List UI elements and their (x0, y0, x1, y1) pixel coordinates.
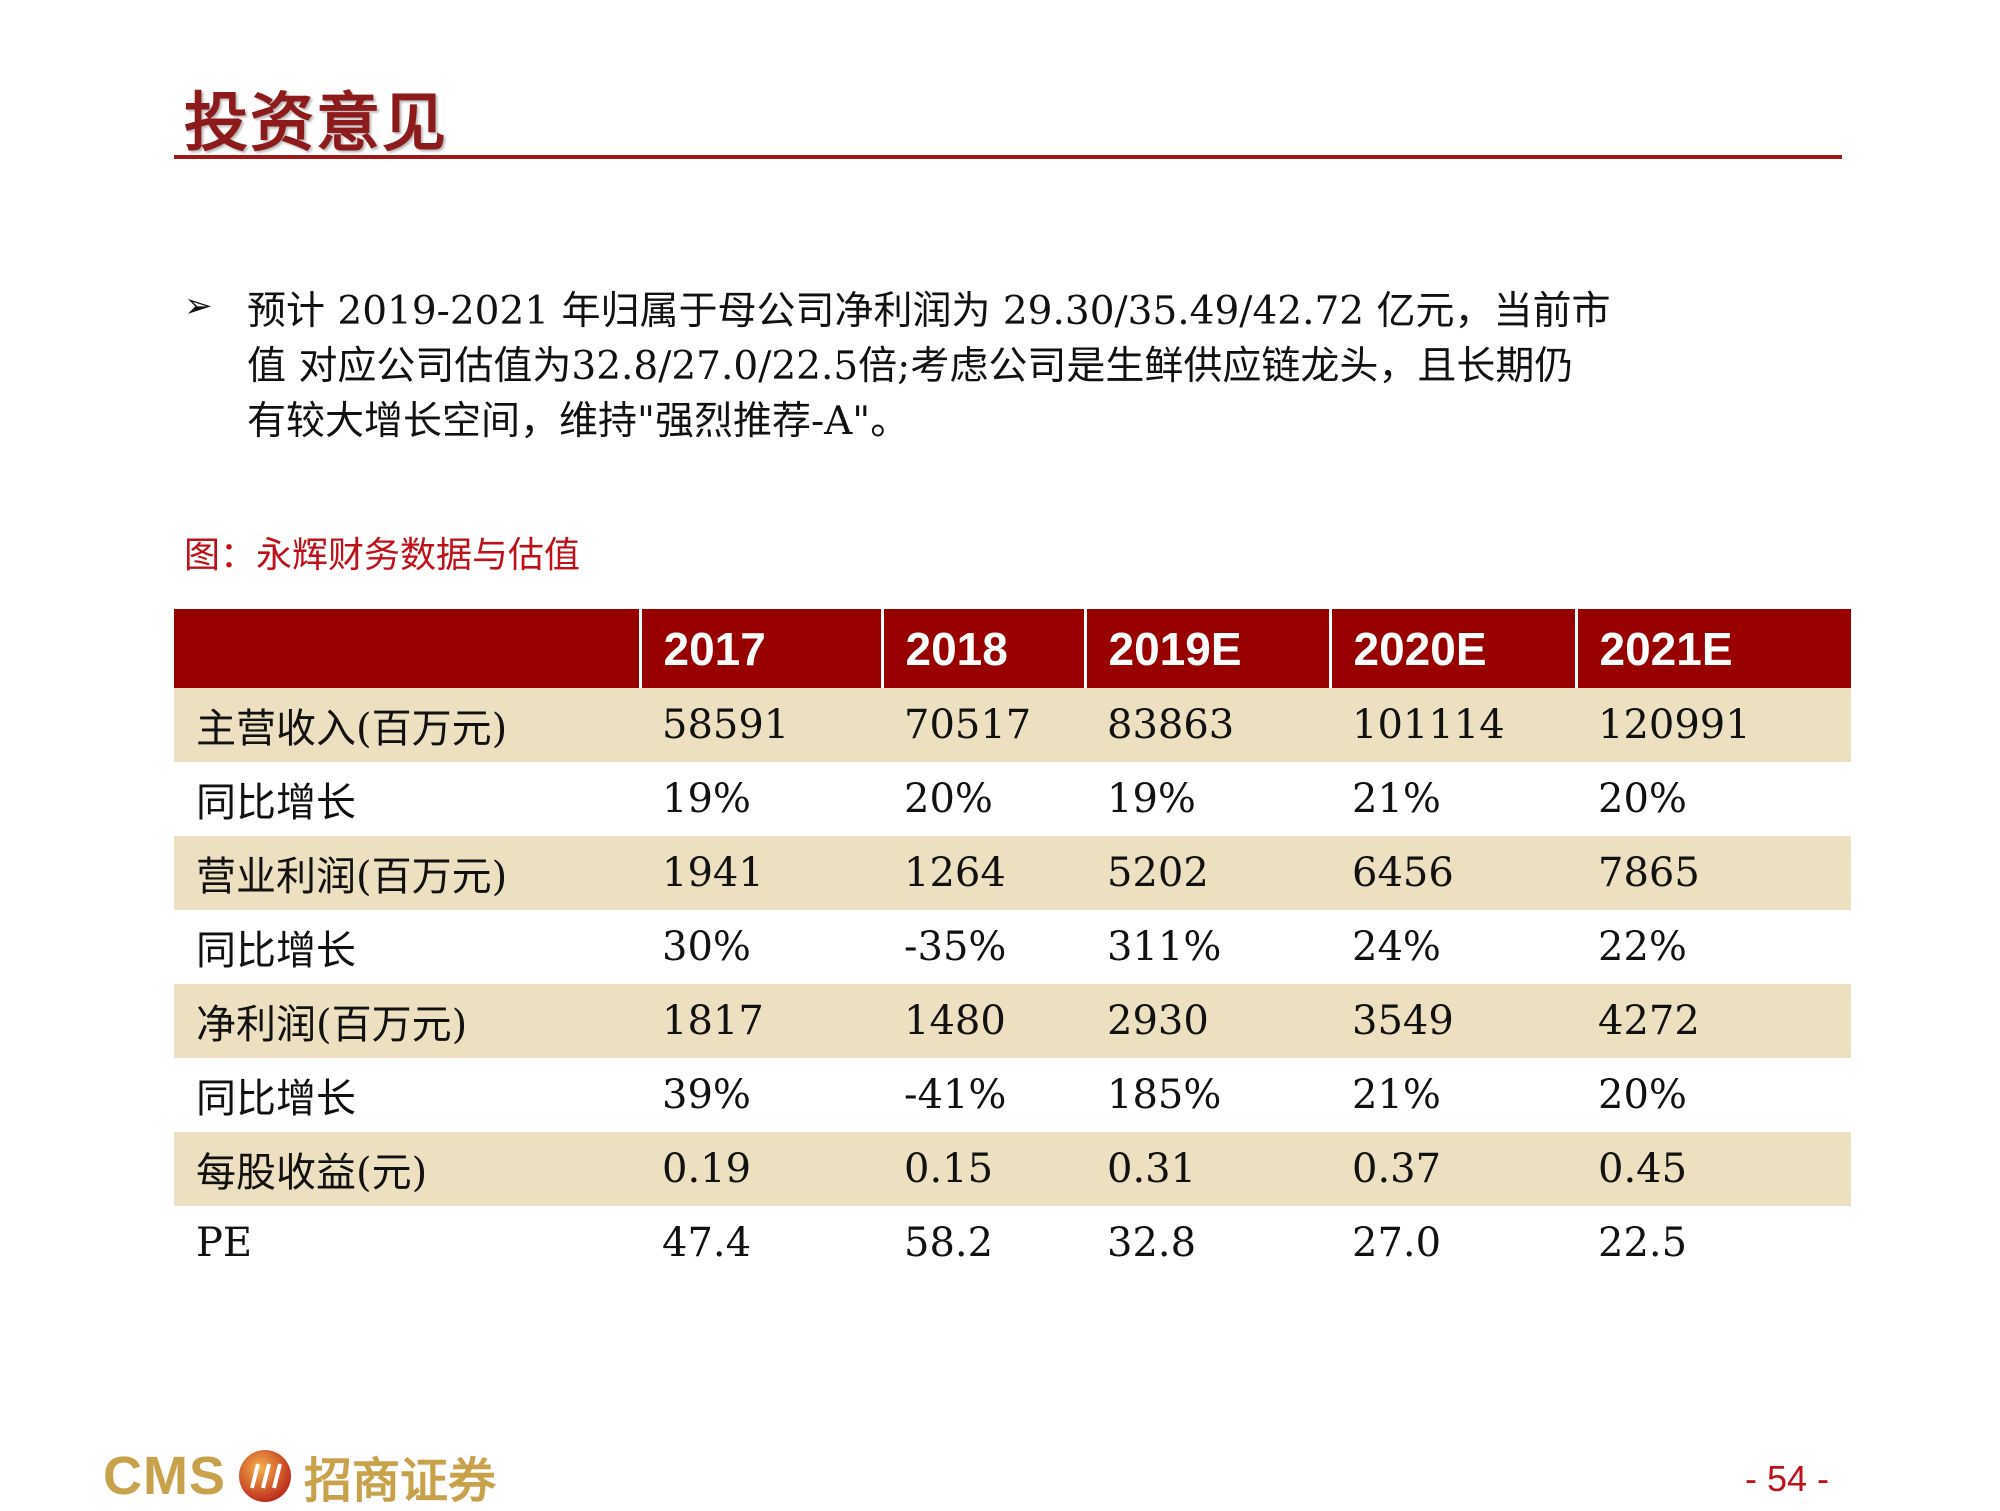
table-cell: 30% (662, 924, 751, 970)
table-cell: 20% (904, 776, 993, 822)
column-header: 2020E (1328, 609, 1576, 688)
row-label: PE (196, 1220, 253, 1266)
table-cell: 0.15 (882, 1132, 1085, 1206)
row-label: 主营收入(百万元) (174, 688, 640, 762)
table-row: 营业利润(百万元) 1941 1264 5202 6456 7865 (174, 836, 1851, 910)
table-cell: 22% (1598, 924, 1687, 970)
table-cell: 21% (1352, 1072, 1441, 1118)
table-cell: -41% (904, 1072, 1007, 1118)
table-cell: -35% (904, 924, 1007, 970)
table-cell: 1480 (882, 984, 1085, 1058)
table-cell: 0.31 (1085, 1132, 1330, 1206)
column-header: 2019E (1083, 609, 1330, 688)
table-cell: 58.2 (904, 1220, 994, 1266)
row-label: 同比增长 (196, 928, 356, 974)
page-number: - 54 - (1745, 1458, 1830, 1499)
table-cell: 1941 (640, 836, 882, 910)
row-label: 同比增长 (196, 780, 356, 826)
table-cell: 120991 (1576, 688, 1851, 762)
table-cell: 20% (1598, 1072, 1687, 1118)
table-cell: 58591 (640, 688, 882, 762)
bullet-text: 预计 2019-2021 年归属于母公司净利润为 29.30/35.49/42.… (247, 284, 1611, 449)
bullet-line: 有较大增长空间，维持"强烈推荐-A"。 (247, 399, 910, 444)
row-label: 每股收益(元) (174, 1132, 640, 1206)
slide-title: 投资意见 (184, 87, 448, 161)
table-cell: 22.5 (1598, 1220, 1688, 1266)
column-header: 2017 (638, 609, 882, 688)
row-label: 营业利润(百万元) (174, 836, 640, 910)
table-row: PE 47.4 58.2 32.8 27.0 22.5 (174, 1206, 1851, 1280)
financial-table: 2017 2018 2019E 2020E 2021E 主营收入(百万元) 58591 70… (174, 609, 1851, 1280)
table-cell: 185% (1107, 1072, 1222, 1118)
logo-cn: 招商证券 (304, 1453, 497, 1509)
table-cell: 39% (662, 1072, 751, 1118)
table-cell: 19% (662, 776, 751, 822)
table-cell: 101114 (1330, 688, 1576, 762)
table-cell: 7865 (1576, 836, 1851, 910)
table-cell: 20% (1598, 776, 1687, 822)
table-cell: 5202 (1085, 836, 1330, 910)
table-cell: 1817 (640, 984, 882, 1058)
table-cell: 21% (1352, 776, 1441, 822)
table-row: 同比增长 39% -41% 185% 21% 20% (174, 1058, 1851, 1132)
table-cell: 47.4 (662, 1220, 752, 1266)
table-cell: 32.8 (1107, 1220, 1197, 1266)
table-cell: 0.19 (640, 1132, 882, 1206)
table-row: 同比增长 30% -35% 311% 24% 22% (174, 910, 1851, 984)
table-cell: 3549 (1330, 984, 1576, 1058)
header-corner (174, 609, 640, 688)
table-cell: 24% (1352, 924, 1441, 970)
bullet-line: 值 对应公司估值为32.8/27.0/22.5倍;考虑公司是生鲜供应链龙头，且长… (247, 344, 1574, 389)
logo-en: CMS (103, 1446, 226, 1506)
row-label: 净利润(百万元) (174, 984, 640, 1058)
table-cell: 27.0 (1352, 1220, 1442, 1266)
table-row: 净利润(百万元) 1817 1480 2930 3549 4272 (174, 984, 1851, 1058)
table-cell: 4272 (1576, 984, 1851, 1058)
column-header: 2021E (1574, 609, 1851, 688)
table-cell: 70517 (882, 688, 1085, 762)
table-cell: 311% (1107, 924, 1222, 970)
column-header: 2018 (880, 609, 1085, 688)
bullet-line: 预计 2019-2021 年归属于母公司净利润为 29.30/35.49/42.… (247, 289, 1611, 334)
figure-caption: 图：永辉财务数据与估值 (184, 535, 581, 576)
title-rule (174, 155, 1842, 159)
table-cell: 19% (1107, 776, 1196, 822)
table-cell: 1264 (882, 836, 1085, 910)
table-row: 主营收入(百万元) 58591 70517 83863 101114 120991 (174, 688, 1851, 762)
table-cell: 0.45 (1576, 1132, 1851, 1206)
bullet-marker: ➢ (184, 286, 213, 326)
table-cell: 6456 (1330, 836, 1576, 910)
table-row: 同比增长 19% 20% 19% 21% 20% (174, 762, 1851, 836)
table-cell: 83863 (1085, 688, 1330, 762)
table-cell: 0.37 (1330, 1132, 1576, 1206)
logo: CMS 招商证券 (103, 1446, 496, 1509)
header-row: 2017 2018 2019E 2020E 2021E (174, 609, 1851, 688)
table-cell: 2930 (1085, 984, 1330, 1058)
table-row: 每股收益(元) 0.19 0.15 0.31 0.37 0.45 (174, 1132, 1851, 1206)
logo-emblem (239, 1450, 291, 1502)
row-label: 同比增长 (196, 1076, 356, 1122)
